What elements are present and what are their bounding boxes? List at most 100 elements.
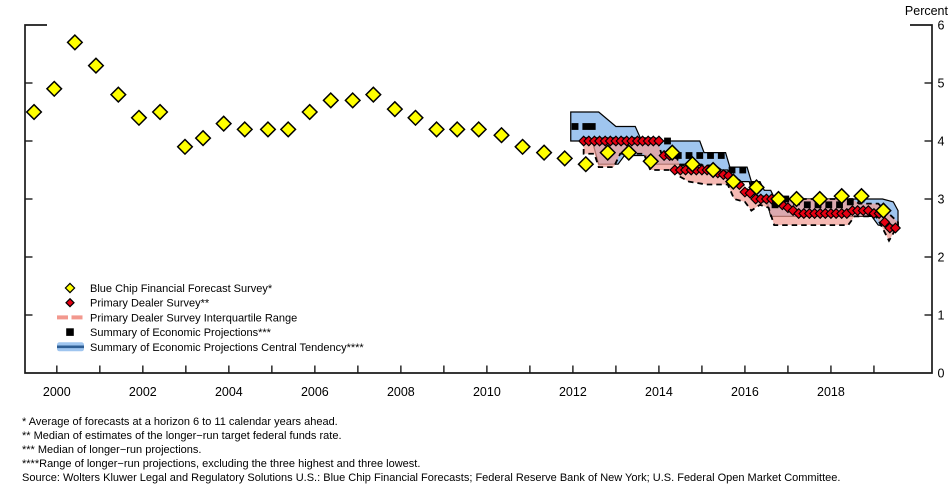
sep-median-square (664, 137, 671, 145)
footnotes: * Average of forecasts at a horizon 6 to… (22, 416, 840, 484)
blue-chip-diamond (151, 103, 169, 121)
pink-dash-icon (71, 315, 83, 320)
blue-chip-diamond (386, 100, 404, 118)
x-tick-label: 2004 (215, 385, 243, 399)
blue-chip-diamond (194, 129, 212, 147)
legend-item-sep: Summary of Economic Projections*** (66, 327, 272, 339)
x-tick-label: 2002 (129, 385, 157, 399)
blue-chip-diamond (215, 115, 233, 132)
red-diamond-icon (65, 297, 75, 308)
blue-chip-diamond (599, 144, 617, 161)
sep-median-square (836, 201, 843, 209)
y-tick-label: 4 (938, 134, 945, 148)
blue-chip-diamond (770, 190, 787, 208)
legend-label: Primary Dealer Survey** (90, 298, 210, 310)
legend-item-blue-chip: Blue Chip Financial Forecast Survey* (64, 282, 273, 295)
sep-median-square (707, 152, 714, 159)
x-tick-label: 2016 (731, 385, 759, 399)
source-line: Source: Wolters Kluwer Legal and Regulat… (22, 472, 840, 484)
legend-label: Blue Chip Financial Forecast Survey* (90, 283, 273, 295)
blue-chip-diamond (364, 86, 382, 103)
sep-median-square (728, 166, 736, 174)
yellow-diamond-icon (64, 282, 76, 294)
y-tick-label: 3 (938, 192, 945, 206)
blue-chip-diamond (109, 86, 127, 103)
legend: Blue Chip Financial Forecast Survey* Pri… (57, 282, 364, 354)
blue-chip-diamond (45, 80, 63, 98)
blue-chip-diamond (724, 173, 742, 190)
dealer-median-diamond (653, 135, 665, 147)
sep-median-square (739, 166, 747, 174)
x-tick-label: 2014 (645, 385, 673, 399)
legend-label: Summary of Economic Projections*** (90, 327, 272, 339)
blue-chip-diamond (493, 126, 510, 144)
legend-item-sep-central-tendency: Summary of Economic Projections Central … (57, 342, 364, 354)
sep-median-square (803, 201, 811, 209)
blue-chip-diamond (704, 161, 722, 179)
y-axis-title: Percent (905, 4, 949, 18)
blue-chip-diamond (259, 121, 277, 138)
blue-chip-diamond (448, 121, 466, 138)
y-tick-label: 2 (938, 250, 945, 264)
blue-chip-diamond (663, 144, 681, 161)
y-tick-label: 5 (938, 76, 945, 90)
blue-chip-diamond (535, 144, 553, 161)
blue-chip-diamond (748, 179, 765, 196)
sep-median-square (674, 152, 682, 159)
legend-label: Summary of Economic Projections Central … (90, 342, 364, 354)
blue-chip-diamond (66, 34, 84, 51)
tick-labels: 2000 2002 2004 2006 2008 2010 2012 2014 2016 2018… (43, 18, 945, 399)
sep-median-square (825, 201, 833, 209)
blue-chip-diamond (87, 57, 105, 74)
y-tick-label: 6 (938, 18, 945, 32)
x-tick-label: 2008 (387, 385, 415, 399)
dealer-median-diamond (889, 222, 902, 234)
blue-chip-diamond (407, 109, 424, 127)
sep-median-square (685, 152, 693, 159)
footnote-2: ** Median of estimates of the longer−run… (22, 430, 342, 442)
black-square-icon (66, 328, 74, 336)
data-points-layer (25, 34, 902, 234)
dealer-median-diamond (879, 216, 891, 228)
footnote-1: * Average of forecasts at a horizon 6 to… (22, 416, 338, 428)
blue-chip-diamond (176, 138, 194, 156)
blue-chip-diamond (25, 103, 43, 121)
blue-chip-diamond (470, 121, 488, 138)
blue-chip-diamond (236, 121, 254, 138)
sep-median-square (588, 123, 596, 130)
blue-chip-diamond (344, 92, 362, 109)
blue-chip-diamond (620, 144, 638, 161)
x-tick-label: 2010 (473, 385, 501, 399)
blue-chip-diamond (301, 103, 319, 121)
pink-dash-icon (57, 315, 68, 320)
x-tick-label: 2012 (559, 385, 587, 399)
legend-item-primary-dealer: Primary Dealer Survey** (65, 297, 210, 310)
x-tick-label: 2018 (817, 385, 845, 399)
blue-chip-diamond (514, 138, 531, 156)
sep-median-square (717, 152, 725, 159)
blue-chip-diamond (788, 190, 805, 208)
blue-chip-diamond (853, 187, 870, 205)
footnote-3: *** Median of longer−run projections. (22, 444, 201, 456)
blue-chip-diamond (642, 152, 660, 170)
y-tick-label: 0 (938, 366, 945, 380)
blue-chip-diamond (279, 121, 297, 138)
y-tick-label: 1 (938, 308, 945, 322)
blue-chip-diamond (684, 155, 701, 173)
legend-label: Primary Dealer Survey Interquartile Rang… (90, 312, 297, 324)
sep-median-square (571, 123, 579, 130)
sep-median-square (582, 123, 590, 130)
legend-item-dealer-iqr: Primary Dealer Survey Interquartile Rang… (57, 312, 297, 324)
blue-chip-diamond (875, 202, 892, 219)
sep-median-square (696, 152, 704, 159)
sep-median-square (846, 198, 854, 206)
x-tick-label: 2000 (43, 385, 71, 399)
blue-chip-diamond (833, 187, 851, 205)
blue-chip-diamond (577, 155, 595, 173)
blue-chip-diamond (322, 92, 340, 109)
blue-chip-diamond (130, 109, 148, 127)
blue-chip-diamond (428, 121, 445, 138)
axes-layer (24, 24, 933, 374)
